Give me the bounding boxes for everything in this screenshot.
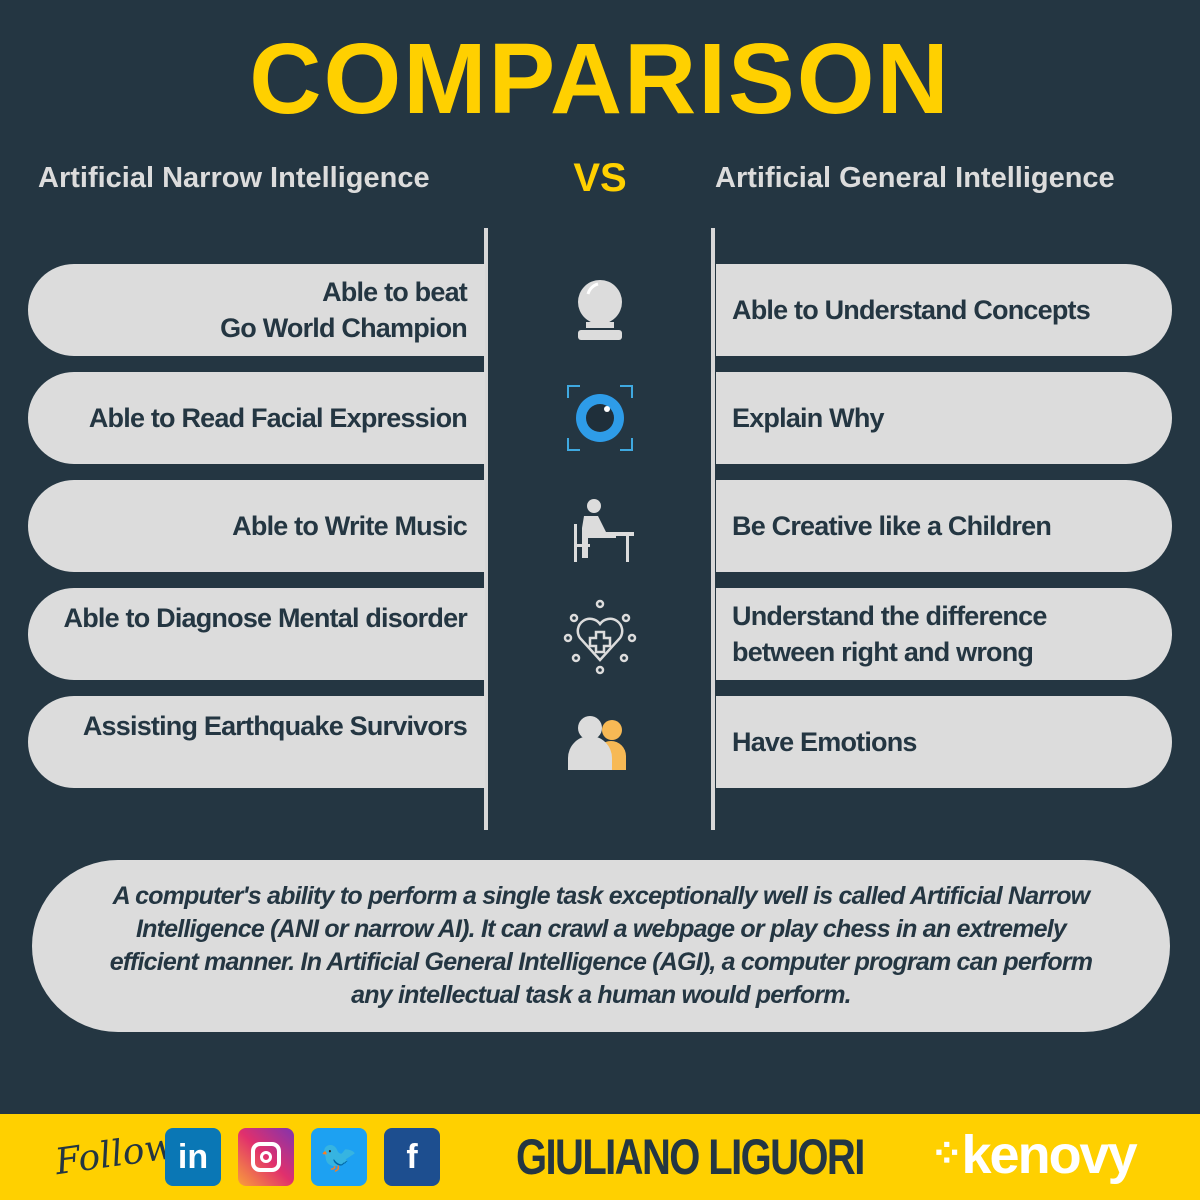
divider-right — [711, 228, 715, 830]
ani-item-text: Assisting Earthquake Survivors — [82, 711, 468, 741]
brand-name: kenovy — [961, 1125, 1138, 1185]
brand-logo: ⁘kenovy — [930, 1125, 1138, 1185]
ani-item-text: Go World Champion — [220, 313, 468, 343]
ani-item-2: Able to Read Facial Expression — [28, 372, 485, 464]
heart-network-icon — [563, 599, 637, 675]
ani-item-3: Able to Write Music — [28, 480, 485, 572]
crystal-ball-icon — [578, 280, 622, 340]
agi-item-4: Understand the difference between right a… — [716, 588, 1172, 680]
agi-item-text: Explain Why — [732, 403, 885, 433]
instagram-icon[interactable] — [238, 1128, 294, 1186]
ani-item-5: Assisting Earthquake Survivors — [28, 696, 485, 788]
person-writing-music-icon — [574, 499, 634, 562]
agi-item-1: Able to Understand Concepts — [716, 264, 1172, 356]
twitter-icon[interactable]: 🐦 — [311, 1128, 367, 1186]
agi-item-5: Have Emotions — [716, 696, 1172, 788]
agi-item-3: Be Creative like a Children — [716, 480, 1172, 572]
agi-item-text: Able to Understand Concepts — [732, 295, 1091, 325]
left-header: Artificial Narrow Intelligence — [38, 162, 430, 194]
people-icon — [568, 716, 626, 770]
agi-item-2: Explain Why — [716, 372, 1172, 464]
author-name: GIULIANO LIGUORI — [516, 1129, 865, 1185]
divider-left — [484, 228, 488, 830]
ani-item-text: Able to Write Music — [232, 511, 468, 541]
ani-item-text: Able to Diagnose Mental disorder — [63, 603, 468, 633]
right-header: Artificial General Intelligence — [715, 162, 1115, 194]
page-title: COMPARISON — [249, 23, 951, 135]
follow-label: Follow — [52, 1125, 178, 1184]
ani-item-4: Able to Diagnose Mental disorder — [28, 588, 485, 680]
ani-item-text: Able to Read Facial Expression — [88, 403, 468, 433]
agi-item-text: Understand the difference — [732, 601, 1047, 631]
ani-item-1: Able to beat Go World Champion — [28, 264, 485, 356]
ani-item-text: Able to beat — [322, 277, 468, 307]
linkedin-icon[interactable]: in — [165, 1128, 221, 1186]
footer-bar: Follow in 🐦 f GIULIANO LIGUORI ⁘kenovy — [0, 1114, 1200, 1200]
facebook-icon[interactable]: f — [384, 1128, 440, 1186]
eye-scan-icon — [567, 385, 633, 451]
summary-note: A computer's ability to perform a single… — [32, 860, 1170, 1032]
agi-item-text: Have Emotions — [732, 727, 917, 757]
agi-item-text: Be Creative like a Children — [732, 511, 1052, 541]
vs-label: VS — [573, 156, 627, 200]
agi-item-text: between right and wrong — [732, 637, 1034, 667]
